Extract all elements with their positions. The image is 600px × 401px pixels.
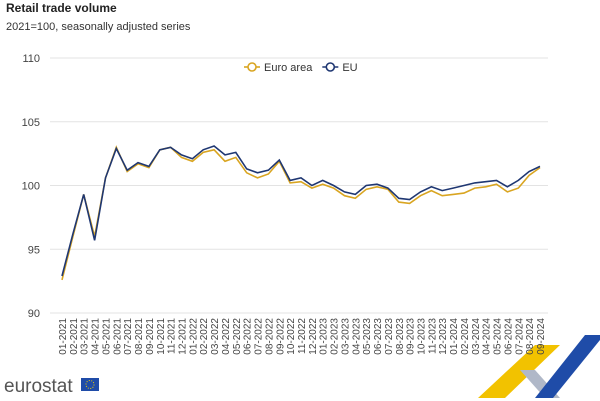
x-tick-label: 10-2023 bbox=[417, 318, 428, 355]
x-tick-label: 01-2023 bbox=[319, 318, 330, 355]
legend-item: Euro area bbox=[244, 62, 313, 74]
x-tick-label: 09-2024 bbox=[536, 318, 547, 355]
legend-marker bbox=[247, 62, 257, 72]
x-tick-label: 05-2022 bbox=[232, 318, 243, 355]
x-tick-label: 06-2021 bbox=[112, 318, 123, 355]
y-tick-label: 110 bbox=[22, 53, 40, 65]
x-tick-label: 06-2024 bbox=[503, 318, 514, 355]
x-tick-label: 04-2023 bbox=[351, 318, 362, 355]
x-tick-label: 02-2022 bbox=[199, 318, 210, 355]
x-tick-label: 06-2022 bbox=[243, 318, 254, 355]
x-tick-label: 10-2022 bbox=[286, 318, 297, 355]
decoration bbox=[478, 335, 600, 398]
x-tick-label: 11-2022 bbox=[297, 318, 308, 354]
y-tick-label: 90 bbox=[28, 308, 40, 320]
x-tick-label: 07-2023 bbox=[384, 318, 395, 355]
x-tick-label: 01-2024 bbox=[449, 318, 460, 355]
x-tick-label: 07-2024 bbox=[514, 318, 525, 355]
series-line bbox=[61, 145, 541, 277]
x-tick-label: 05-2023 bbox=[362, 318, 373, 355]
x-tick-label: 05-2024 bbox=[493, 318, 504, 355]
series-line bbox=[61, 145, 541, 281]
x-tick-label: 05-2021 bbox=[101, 318, 112, 355]
x-tick-label: 03-2024 bbox=[471, 318, 482, 355]
legend-label: EU bbox=[342, 62, 357, 74]
x-tick-label: 02-2021 bbox=[69, 318, 80, 355]
x-tick-label: 08-2023 bbox=[395, 318, 406, 355]
x-tick-label: 08-2022 bbox=[264, 318, 275, 355]
x-tick-label: 08-2024 bbox=[525, 318, 536, 355]
x-tick-label: 11-2023 bbox=[427, 318, 438, 354]
x-tick-label: 09-2023 bbox=[406, 318, 417, 355]
x-tick-label: 08-2021 bbox=[134, 318, 145, 355]
legend-label: Euro area bbox=[264, 62, 313, 74]
legend-item: EU bbox=[322, 62, 358, 74]
x-tick-label: 12-2023 bbox=[438, 318, 449, 355]
brand-logo: eurostat bbox=[4, 376, 73, 397]
x-tick-label: 12-2021 bbox=[178, 318, 189, 355]
y-tick-label: 95 bbox=[28, 244, 40, 256]
x-tick-label: 06-2023 bbox=[373, 318, 384, 355]
chart-subtitle: 2021=100, seasonally adjusted series bbox=[6, 21, 191, 33]
y-tick-label: 105 bbox=[22, 117, 40, 129]
x-tick-label: 03-2021 bbox=[80, 318, 91, 355]
y-tick-label: 100 bbox=[22, 181, 40, 193]
x-tick-label: 04-2024 bbox=[482, 318, 493, 355]
x-tick-label: 07-2021 bbox=[123, 318, 134, 355]
chart-title: Retail trade volume bbox=[6, 1, 117, 15]
x-tick-label: 09-2022 bbox=[275, 318, 286, 355]
x-tick-label: 03-2022 bbox=[210, 318, 221, 355]
x-tick-label: 10-2021 bbox=[156, 318, 167, 355]
x-tick-label: 02-2024 bbox=[460, 318, 471, 355]
x-tick-label: 04-2022 bbox=[221, 318, 232, 355]
x-tick-label: 11-2021 bbox=[167, 318, 178, 354]
x-tick-label: 01-2022 bbox=[188, 318, 199, 355]
legend-marker bbox=[325, 62, 336, 72]
x-tick-label: 12-2022 bbox=[308, 318, 319, 355]
x-tick-label: 02-2023 bbox=[330, 318, 341, 355]
x-tick-label: 04-2021 bbox=[91, 318, 102, 355]
x-tick-label: 07-2022 bbox=[254, 318, 265, 355]
x-tick-label: 09-2021 bbox=[145, 318, 156, 355]
x-tick-label: 03-2023 bbox=[340, 318, 351, 355]
eu-flag bbox=[81, 378, 99, 391]
x-tick-label: 01-2021 bbox=[58, 318, 69, 355]
